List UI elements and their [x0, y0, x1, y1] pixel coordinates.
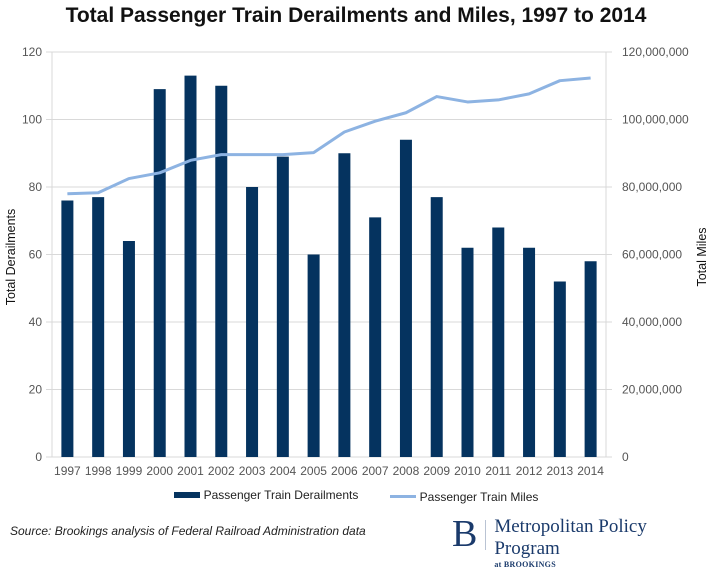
source-note: Source: Brookings analysis of Federal Ra… — [10, 524, 366, 538]
y-tick-label-right: 40,000,000 — [622, 315, 682, 329]
y-tick-label-right: 20,000,000 — [622, 383, 682, 397]
legend-swatch-bar — [174, 492, 200, 498]
legend-swatch-line — [390, 495, 416, 498]
x-tick-label: 2008 — [393, 464, 420, 478]
logo-subtitle: at BROOKINGS — [494, 560, 712, 569]
y-tick-label-right: 60,000,000 — [622, 248, 682, 262]
x-tick-label: 2014 — [577, 464, 604, 478]
bar-derailments-2003 — [246, 187, 258, 457]
bar-derailments-1998 — [92, 197, 104, 457]
y-tick-label-left: 60 — [29, 248, 43, 262]
x-tick-label: 2013 — [546, 464, 573, 478]
y-tick-label-right: 80,000,000 — [622, 180, 682, 194]
y-tick-label-left: 80 — [29, 180, 43, 194]
y-tick-label-right: 100,000,000 — [622, 113, 689, 127]
x-tick-label: 2001 — [177, 464, 204, 478]
bar-derailments-2008 — [400, 140, 412, 457]
x-tick-label: 2006 — [331, 464, 358, 478]
y-tick-label-left: 100 — [22, 113, 42, 127]
x-tick-label: 2009 — [423, 464, 450, 478]
legend-item-derailments[interactable]: Passenger Train Derailments — [174, 488, 359, 502]
bar-derailments-2010 — [462, 248, 474, 457]
logo-program-name: Metropolitan Policy Program — [494, 516, 712, 560]
y-tick-label-right: 0 — [622, 450, 629, 464]
line-miles — [67, 78, 590, 194]
y-tick-label-left: 120 — [22, 45, 42, 59]
y-axis-left-title: Total Derailments — [4, 209, 18, 306]
y-axis-right-title: Total Miles — [695, 227, 709, 286]
bar-series-derailments — [61, 76, 596, 457]
x-tick-label: 1997 — [54, 464, 81, 478]
legend-label-derailments: Passenger Train Derailments — [204, 488, 359, 502]
x-tick-label: 2002 — [208, 464, 235, 478]
x-tick-label: 2004 — [269, 464, 296, 478]
x-tick-label: 2003 — [239, 464, 266, 478]
bar-derailments-2011 — [492, 228, 504, 458]
bar-derailments-2014 — [585, 261, 597, 457]
y-tick-label-left: 40 — [29, 315, 43, 329]
y-tick-label-right: 120,000,000 — [622, 45, 689, 59]
x-tick-label: 2005 — [300, 464, 327, 478]
legend: Passenger Train Derailments Passenger Tr… — [0, 487, 712, 504]
y-tick-label-left: 20 — [29, 383, 43, 397]
x-tick-label: 2000 — [146, 464, 173, 478]
x-tick-label: 2007 — [362, 464, 389, 478]
x-tick-label: 2012 — [516, 464, 543, 478]
bar-derailments-2004 — [277, 157, 289, 457]
x-tick-label: 1999 — [116, 464, 143, 478]
x-tick-label: 2011 — [485, 464, 511, 478]
bar-derailments-2013 — [554, 282, 566, 458]
bar-derailments-2006 — [338, 153, 350, 457]
x-tick-label: 1998 — [85, 464, 112, 478]
bar-derailments-2001 — [185, 76, 197, 457]
y-tick-label-left: 0 — [35, 450, 42, 464]
legend-label-miles: Passenger Train Miles — [420, 490, 539, 504]
logo-divider — [485, 520, 486, 550]
bar-derailments-2012 — [523, 248, 535, 457]
line-series-miles — [67, 78, 590, 194]
bar-derailments-1999 — [123, 241, 135, 457]
bar-derailments-2002 — [215, 86, 227, 457]
bar-derailments-2009 — [431, 197, 443, 457]
bar-derailments-2007 — [369, 217, 381, 457]
bar-derailments-2000 — [154, 89, 166, 457]
bar-derailments-1997 — [61, 201, 73, 458]
legend-item-miles[interactable]: Passenger Train Miles — [390, 490, 539, 504]
brookings-logo: B Metropolitan Policy Program at BROOKIN… — [452, 516, 712, 554]
bar-derailments-2005 — [308, 255, 320, 458]
logo-letter: B — [452, 516, 477, 552]
x-tick-label: 2010 — [454, 464, 481, 478]
